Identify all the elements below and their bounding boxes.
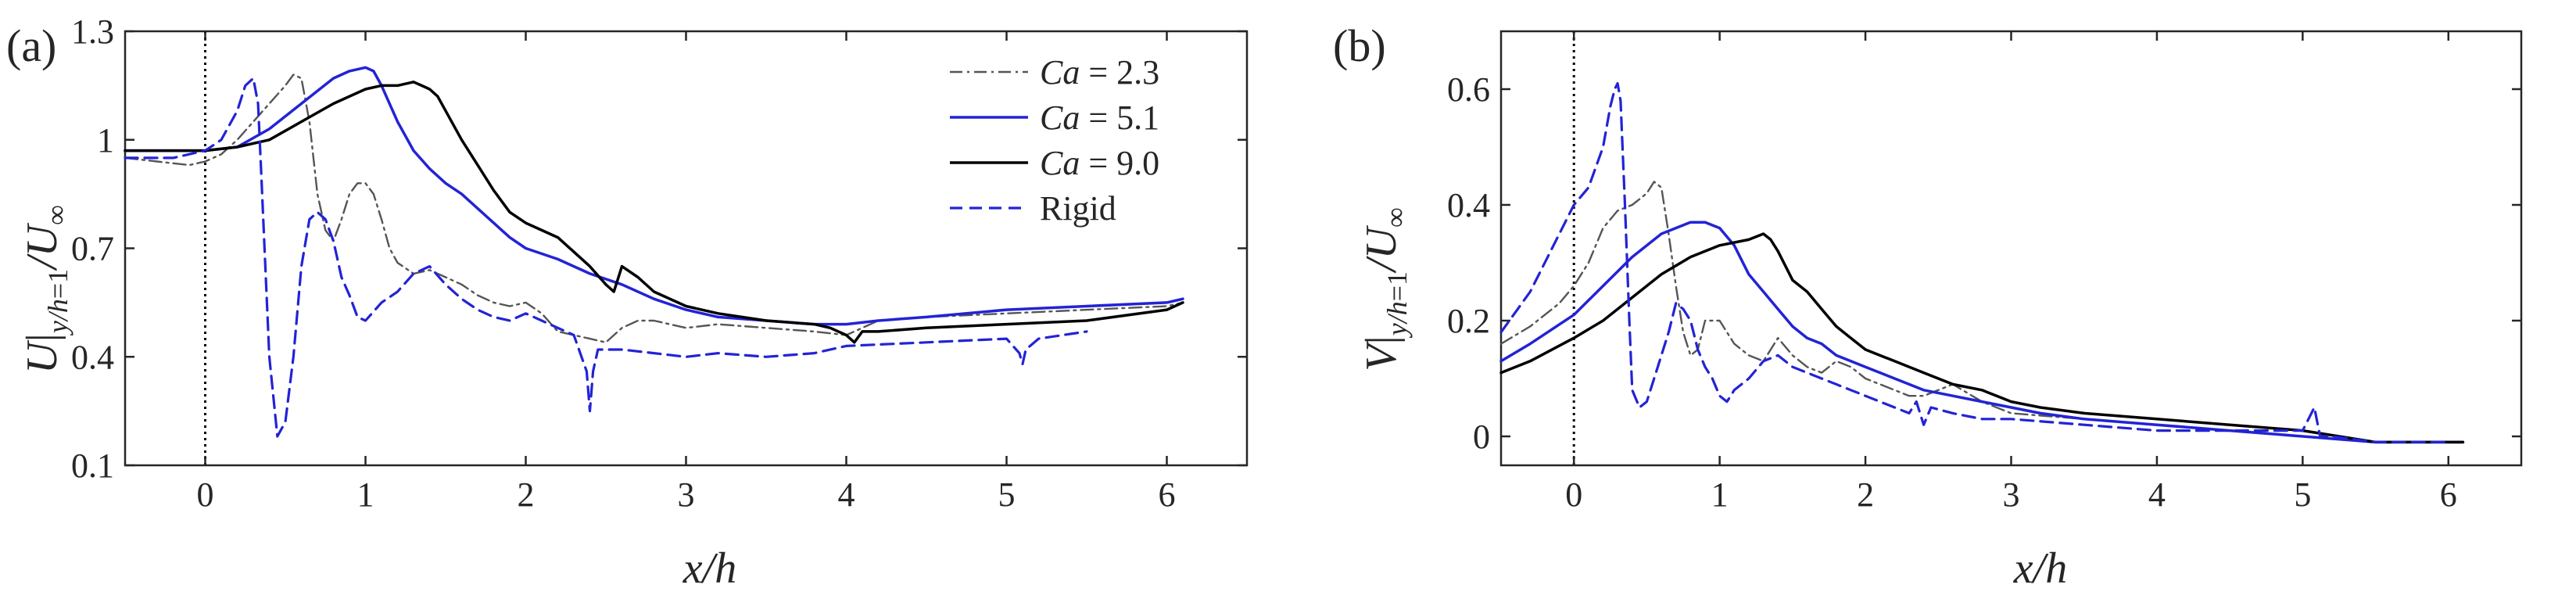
panel-label-a: (a) — [6, 20, 56, 71]
x-tick-label: 5 — [998, 475, 1016, 514]
y-tick-label: 0.2 — [1447, 302, 1490, 340]
legend: Ca = 2.3 Ca = 5.1 Ca = 9.0 Rigid — [950, 53, 1159, 228]
y-axis-label-b: V|y/h=1/U∞ — [1357, 207, 1413, 371]
legend-entry: Ca = 2.3 — [1040, 53, 1159, 91]
axis-ticks-b: 0 1 2 3 4 5 6 0 0.2 0.4 0.6 — [1447, 31, 2521, 514]
chart-b: (b) 0 1 2 3 4 5 6 0 0.2 0.4 0.6 V|y/h=1/U∞ x/h — [1333, 20, 2523, 592]
x-tick-label: 4 — [838, 475, 855, 514]
y-tick-label: 0.7 — [71, 230, 114, 268]
series-line-ca-9-0 — [1499, 232, 2465, 444]
y-tick-label: 1 — [97, 121, 114, 160]
x-tick-label: 0 — [197, 475, 214, 514]
series-line-ca-5-1 — [1499, 221, 2465, 444]
plot-frame-a — [124, 30, 1249, 467]
panel-label-b: (b) — [1333, 20, 1386, 71]
legend-entry: Ca = 9.0 — [1040, 144, 1159, 182]
x-tick-label: 1 — [357, 475, 374, 514]
x-axis-label-a: x/h — [683, 544, 736, 592]
series-group-b — [1499, 81, 2465, 444]
x-tick-label: 6 — [2440, 475, 2457, 514]
x-tick-label: 2 — [1857, 475, 1874, 514]
chart-a: (a) 0 1 2 3 4 5 6 0.1 0.4 0.7 1 1.3 Ca = 2.3 Ca = 5.… — [6, 13, 1249, 592]
series-line-ca-2-3 — [124, 74, 1184, 343]
legend-entry: Rigid — [1040, 189, 1116, 228]
y-tick-label: 0.4 — [71, 338, 114, 376]
x-tick-label: 3 — [678, 475, 695, 514]
series-line-rigid — [1499, 81, 2450, 444]
x-tick-label: 5 — [2294, 475, 2311, 514]
y-tick-label: 0.1 — [71, 447, 114, 485]
y-tick-label: 0.6 — [1447, 70, 1490, 109]
series-line-rigid — [124, 77, 1088, 438]
x-axis-label-b: x/h — [2013, 544, 2067, 592]
y-tick-label: 0 — [1473, 418, 1490, 456]
y-tick-label: 1.3 — [71, 13, 114, 51]
series-line-ca-9-0 — [124, 81, 1184, 344]
y-tick-label: 0.4 — [1447, 186, 1490, 224]
x-tick-label: 0 — [1565, 475, 1582, 514]
series-line-ca-2-3 — [1499, 181, 2464, 443]
x-tick-label: 6 — [1159, 475, 1176, 514]
y-axis-label-a: U|y/h=1/U∞ — [18, 205, 73, 374]
x-tick-label: 1 — [1711, 475, 1729, 514]
axis-ticks-a: 0 1 2 3 4 5 6 0.1 0.4 0.7 1 1.3 — [71, 13, 1247, 514]
x-tick-label: 2 — [518, 475, 535, 514]
series-line-ca-5-1 — [124, 66, 1184, 326]
x-tick-label: 3 — [2003, 475, 2020, 514]
series-group-a — [124, 66, 1184, 438]
legend-entry: Ca = 5.1 — [1040, 99, 1159, 137]
x-tick-label: 4 — [2148, 475, 2166, 514]
